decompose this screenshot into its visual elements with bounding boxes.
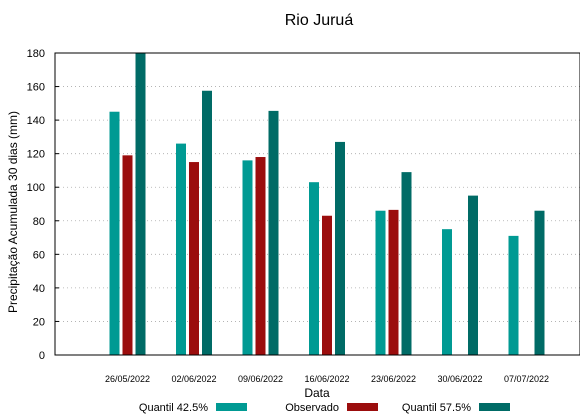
y-tick-label: 180 <box>27 48 45 60</box>
legend: Quantil 42.5% Observado Quantil 57.5% <box>139 402 510 414</box>
x-tick-labels: 26/05/2022 02/06/2022 09/06/2022 16/06/2022… <box>105 374 549 384</box>
x-tick-label: 02/06/2022 <box>171 374 216 384</box>
x-tick-label: 16/06/2022 <box>304 374 349 384</box>
y-tick-label: 100 <box>27 182 45 194</box>
bar-quantil-42-5 <box>442 229 452 355</box>
y-tick-label: 0 <box>39 350 45 362</box>
x-tick-label: 09/06/2022 <box>238 374 283 384</box>
bar-quantil-42-5 <box>375 210 386 355</box>
plot-frame <box>54 52 580 356</box>
bar-quantil-42-5 <box>508 235 519 355</box>
bar-quantil-57-5 <box>401 172 412 355</box>
legend-label: Quantil 57.5% <box>402 402 471 414</box>
bar-quantil-57-5 <box>468 195 478 355</box>
chart-title: Rio Juruá <box>285 12 354 29</box>
legend-swatch <box>479 403 510 411</box>
bar-observado <box>322 215 332 355</box>
bar-quantil-57-5 <box>534 210 545 355</box>
bar-quantil-57-5 <box>335 141 345 355</box>
bar-quantil-42-5 <box>309 182 319 355</box>
bar-observado <box>189 162 199 355</box>
bar-quantil-42-5 <box>176 143 186 355</box>
bar-quantil-57-5 <box>135 53 146 355</box>
y-tick-label: 40 <box>33 283 45 295</box>
bar-observado <box>255 157 266 355</box>
y-tick-labels: 0 20 40 60 80 100 120 140 160 180 <box>27 48 59 362</box>
legend-label: Quantil 42.5% <box>139 402 208 414</box>
bar-observado <box>388 209 399 355</box>
x-tick-label: 26/05/2022 <box>105 374 150 384</box>
y-tick-label: 60 <box>33 249 45 261</box>
bar-quantil-57-5 <box>268 110 279 355</box>
x-tick-label: 30/06/2022 <box>437 374 482 384</box>
y-tick-label: 80 <box>33 216 45 228</box>
y-tick-label: 160 <box>27 82 45 94</box>
legend-swatch <box>347 403 378 411</box>
y-tick-label: 20 <box>33 316 45 328</box>
bar-quantil-42-5 <box>242 160 253 355</box>
y-axis-label: Precipitação Acumulada 30 dias (mm) <box>6 111 20 313</box>
y-tick-label: 140 <box>27 115 45 127</box>
y-tick-label: 120 <box>27 149 45 161</box>
x-tick-label: 23/06/2022 <box>371 374 416 384</box>
x-tick-label: 07/07/2022 <box>504 374 549 384</box>
x-axis-label: Data <box>304 386 330 400</box>
bars <box>109 53 545 355</box>
bar-quantil-57-5 <box>202 90 212 355</box>
bar-quantil-42-5 <box>109 111 120 355</box>
legend-label: Observado <box>285 402 339 414</box>
legend-swatch <box>216 403 247 411</box>
bar-observado <box>122 155 133 355</box>
